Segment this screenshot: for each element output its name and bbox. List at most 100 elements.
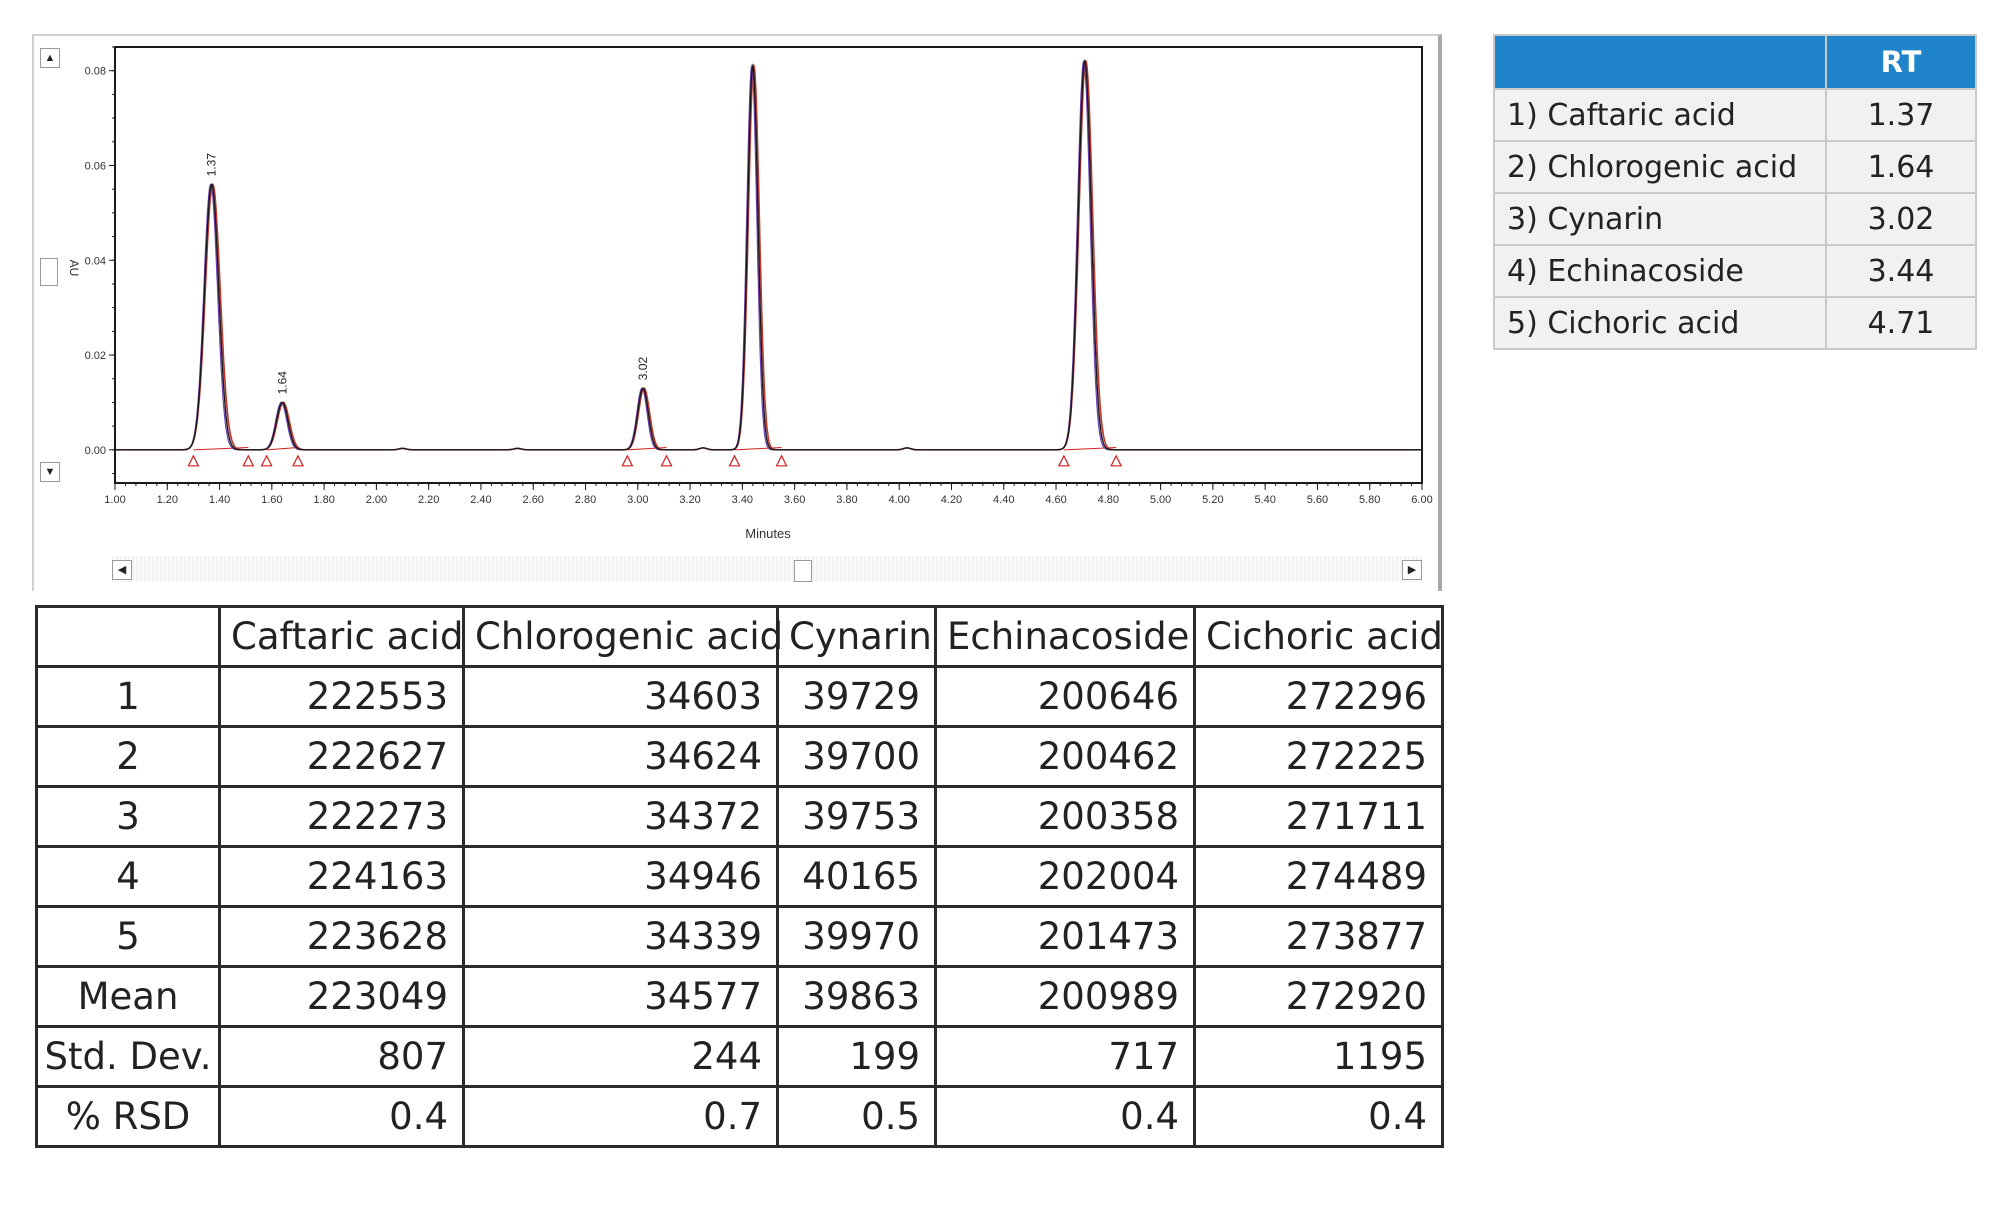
integration-marker: [187, 454, 200, 467]
compound-name: 2) Chlorogenic acid: [1493, 140, 1827, 194]
integration-marker: [621, 454, 634, 467]
table-row: 1 222553 34603 39729 200646 272296: [35, 665, 1444, 728]
retention-time-table: RT 1) Caftaric acid 1.37 2) Chlorogenic …: [1493, 34, 1977, 350]
chromatogram-window: 0.00 0.02 0.04 0.06 0.08 1.00 1.20 1.40 1.60 1.8…: [32, 34, 1442, 591]
table-cell: 0.7: [462, 1085, 779, 1148]
compound-name: 3) Cynarin: [1493, 192, 1827, 246]
table-cell: 34339: [462, 905, 779, 968]
vertical-scroll-thumb[interactable]: [40, 258, 58, 286]
x-tick-label: 6.00: [1411, 494, 1432, 506]
table-cell: 272920: [1193, 965, 1444, 1028]
scroll-right-button[interactable]: ▶: [1402, 560, 1422, 580]
x-tick-label: 2.60: [523, 494, 544, 506]
arrow-right-icon: ▶: [1407, 564, 1417, 576]
table-cell: 39863: [776, 965, 937, 1028]
table-cell: 244: [462, 1025, 779, 1088]
scroll-up-button[interactable]: ▲: [40, 48, 60, 68]
table-cell: 807: [218, 1025, 465, 1088]
table-row: % RSD 0.4 0.7 0.5 0.4 0.4: [35, 1085, 1444, 1148]
scroll-left-button[interactable]: ◀: [112, 560, 132, 580]
peak-label: 3.02: [636, 357, 650, 381]
header-caftaric-acid: Caftaric acid: [218, 605, 465, 668]
table-cell: 222553: [218, 665, 465, 728]
peak-baseline: [193, 446, 249, 451]
table-row: 5 223628 34339 39970 201473 273877: [35, 905, 1444, 968]
table-cell: 200358: [934, 785, 1196, 848]
integration-marker: [1110, 454, 1123, 467]
header-cynarin: Cynarin: [776, 605, 937, 668]
horizontal-scroll-thumb[interactable]: [794, 560, 812, 582]
row-label: 4: [35, 845, 221, 908]
x-tick-label: 4.40: [993, 494, 1014, 506]
x-tick-label: 1.80: [313, 494, 334, 506]
y-tick-label: 0.08: [85, 66, 106, 78]
horizontal-scrollbar[interactable]: ◀ ▶: [112, 556, 1422, 582]
integration-marker: [660, 454, 673, 467]
x-axis: 1.00 1.20 1.40 1.60 1.80 2.00 2.20 2.40 2.60 2.80…: [104, 483, 1433, 506]
x-tick-label: 5.80: [1359, 494, 1380, 506]
x-tick-label: 4.00: [888, 494, 909, 506]
y-tick-label: 0.00: [85, 445, 106, 457]
row-label: 5: [35, 905, 221, 968]
table-cell: 222627: [218, 725, 465, 788]
table-cell: 223049: [218, 965, 465, 1028]
peak-labels: 1.37 1.64 3.02: [205, 153, 650, 395]
integration-marker: [1057, 454, 1070, 467]
table-cell: 34577: [462, 965, 779, 1028]
x-tick-label: 5.20: [1202, 494, 1223, 506]
table-cell: 200646: [934, 665, 1196, 728]
table-cell: 39729: [776, 665, 937, 728]
compound-name: 4) Echinacoside: [1493, 244, 1827, 298]
rt-header-label: RT: [1825, 34, 1977, 90]
table-cell: 39700: [776, 725, 937, 788]
header-echinacoside: Echinacoside: [934, 605, 1196, 668]
table-cell: 201473: [934, 905, 1196, 968]
x-axis-label: Minutes: [745, 526, 791, 541]
table-cell: 223628: [218, 905, 465, 968]
x-tick-label: 5.00: [1150, 494, 1171, 506]
header-chlorogenic-acid: Chlorogenic acid: [462, 605, 783, 668]
table-cell: 34372: [462, 785, 779, 848]
table-cell: 199: [776, 1025, 937, 1088]
header-blank: [35, 605, 221, 668]
arrow-up-icon: ▲: [44, 52, 56, 64]
x-tick-label: 1.60: [261, 494, 282, 506]
area-table-header: Caftaric acid Chlorogenic acid Cynarin E…: [35, 605, 1444, 668]
row-label: 1: [35, 665, 221, 728]
table-cell: 40165: [776, 845, 937, 908]
y-axis: 0.00 0.02 0.04 0.06 0.08: [85, 46, 115, 475]
peak-baselines: [193, 446, 1117, 451]
table-cell: 0.5: [776, 1085, 937, 1148]
table-cell: 717: [934, 1025, 1196, 1088]
fit-trace: [115, 59, 1422, 451]
table-cell: 202004: [934, 845, 1196, 908]
peak-label: 1.37: [205, 153, 219, 177]
header-cichoric-acid: Cichoric acid: [1193, 605, 1444, 668]
y-tick-label: 0.04: [85, 255, 106, 267]
table-row: 4 224163 34946 40165 202004 274489: [35, 845, 1444, 908]
x-tick-label: 3.40: [732, 494, 753, 506]
integration-marker: [242, 454, 255, 467]
x-tick-label: 3.00: [627, 494, 648, 506]
retention-time: 1.37: [1825, 88, 1977, 142]
table-cell: 224163: [218, 845, 465, 908]
plot-frame: [114, 46, 1423, 484]
scroll-down-button[interactable]: ▼: [40, 462, 60, 482]
table-cell: 272296: [1193, 665, 1444, 728]
retention-time: 3.02: [1825, 192, 1977, 246]
table-cell: 200462: [934, 725, 1196, 788]
chromatogram-chart: 0.00 0.02 0.04 0.06 0.08 1.00 1.20 1.40 1.60 1.8…: [67, 46, 1433, 541]
x-tick-label: 2.00: [366, 494, 387, 506]
integration-marker: [728, 454, 741, 467]
peak-baseline: [266, 446, 299, 451]
table-row: 2 222627 34624 39700 200462 272225: [35, 725, 1444, 788]
table-cell: 39970: [776, 905, 937, 968]
peak-area-table: Caftaric acid Chlorogenic acid Cynarin E…: [35, 605, 1444, 1148]
table-cell: 34603: [462, 665, 779, 728]
table-cell: 0.4: [934, 1085, 1196, 1148]
rt-table-row: 2) Chlorogenic acid 1.64: [1493, 140, 1977, 194]
overlay-trace: [115, 59, 1422, 451]
table-cell: 222273: [218, 785, 465, 848]
table-cell: 200989: [934, 965, 1196, 1028]
rt-table-row: 1) Caftaric acid 1.37: [1493, 88, 1977, 142]
